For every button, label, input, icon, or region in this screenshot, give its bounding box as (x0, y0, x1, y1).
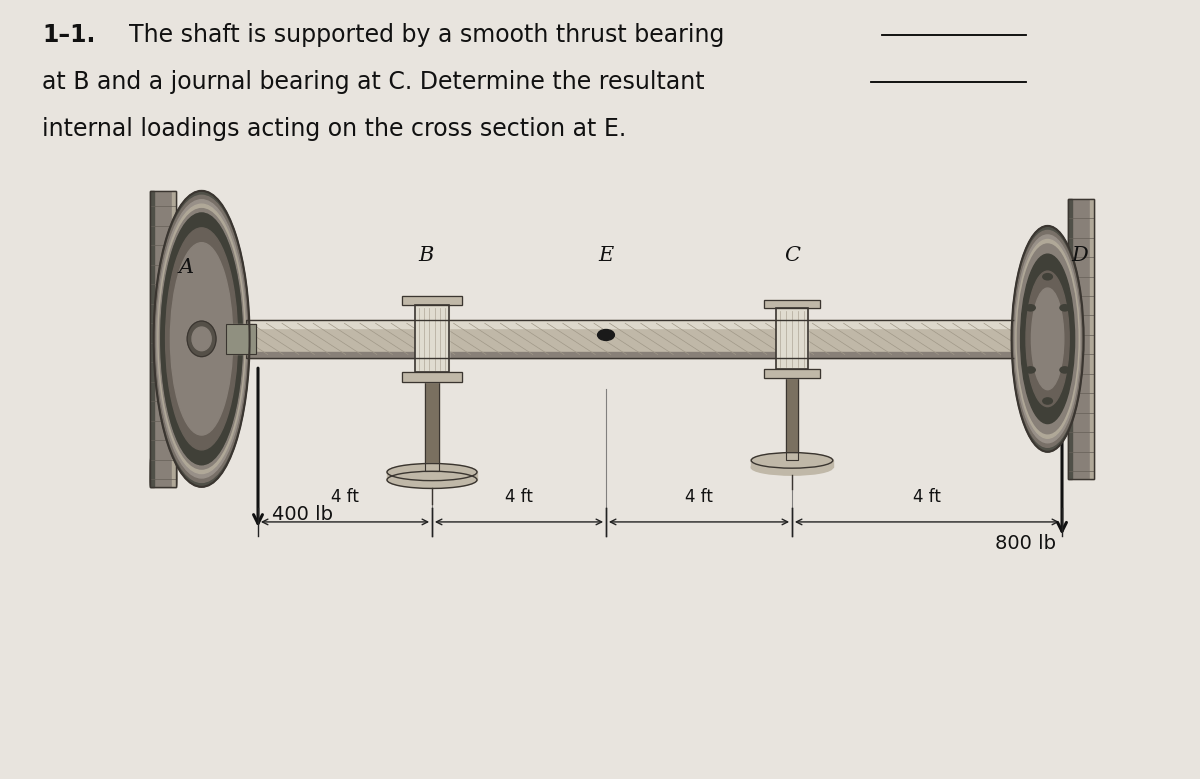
Bar (246, 320, 1074, 358)
Bar (786, 378, 798, 460)
Ellipse shape (192, 327, 211, 351)
Bar (402, 296, 462, 305)
Text: A: A (179, 258, 193, 277)
Bar (150, 463, 176, 478)
Text: B: B (419, 246, 433, 265)
Bar (226, 324, 256, 354)
Ellipse shape (187, 321, 216, 357)
Bar (150, 471, 176, 486)
Bar (150, 468, 176, 483)
Bar (425, 382, 439, 471)
Ellipse shape (1026, 271, 1069, 407)
Ellipse shape (156, 199, 247, 478)
Bar (150, 460, 176, 475)
Ellipse shape (1020, 254, 1075, 424)
Bar (150, 464, 176, 480)
Bar (246, 320, 1074, 328)
Ellipse shape (1012, 226, 1084, 452)
Ellipse shape (1018, 244, 1078, 434)
Bar (246, 352, 1074, 358)
Bar (246, 320, 1074, 358)
Ellipse shape (1016, 239, 1079, 439)
Text: D: D (1072, 246, 1088, 265)
Ellipse shape (158, 204, 245, 474)
Bar (150, 472, 176, 487)
Ellipse shape (154, 191, 250, 487)
Text: 4 ft: 4 ft (331, 488, 359, 506)
Bar (425, 382, 439, 471)
Circle shape (1043, 398, 1052, 404)
Text: at B and a journal bearing at C. Determine the resultant: at B and a journal bearing at C. Determi… (42, 70, 704, 94)
Bar (150, 461, 176, 476)
Bar (150, 467, 176, 481)
Bar (150, 464, 176, 479)
Circle shape (1060, 367, 1069, 373)
Ellipse shape (1013, 231, 1082, 447)
Bar (402, 296, 462, 305)
Bar (776, 308, 808, 369)
Text: 800 lb: 800 lb (995, 534, 1056, 552)
Bar (150, 459, 176, 474)
Bar (751, 460, 833, 467)
Text: C: C (784, 246, 800, 265)
Bar (150, 466, 176, 481)
Text: E: E (599, 246, 613, 265)
Bar (150, 462, 176, 477)
Bar (764, 300, 820, 308)
Bar (150, 191, 176, 487)
Bar (786, 378, 798, 460)
Bar (150, 464, 176, 478)
Ellipse shape (166, 228, 238, 450)
Circle shape (1060, 305, 1069, 311)
Bar (764, 369, 820, 378)
Ellipse shape (386, 471, 478, 488)
Bar (1068, 199, 1072, 479)
Ellipse shape (386, 464, 478, 481)
Text: 4 ft: 4 ft (505, 488, 533, 506)
Bar (776, 308, 808, 369)
Circle shape (1026, 305, 1036, 311)
Text: 4 ft: 4 ft (685, 488, 713, 506)
Circle shape (598, 330, 614, 340)
Bar (415, 305, 449, 372)
Ellipse shape (161, 213, 242, 465)
Bar (402, 372, 462, 382)
Bar (150, 465, 176, 480)
Ellipse shape (160, 209, 244, 469)
Bar (150, 458, 176, 473)
Circle shape (1043, 273, 1052, 280)
Ellipse shape (751, 453, 833, 468)
Bar (402, 372, 462, 382)
Bar (150, 469, 176, 484)
Bar (150, 460, 176, 474)
Text: 400 lb: 400 lb (272, 505, 334, 523)
Bar (150, 467, 176, 482)
Bar (226, 324, 256, 354)
Bar (415, 305, 449, 372)
Bar (764, 369, 820, 378)
Ellipse shape (751, 460, 833, 475)
Bar (150, 191, 154, 487)
Ellipse shape (170, 243, 233, 435)
Bar (1091, 199, 1094, 479)
Text: internal loadings acting on the cross section at E.: internal loadings acting on the cross se… (42, 117, 626, 141)
Text: 4 ft: 4 ft (913, 488, 941, 506)
Text: The shaft is supported by a smooth thrust bearing: The shaft is supported by a smooth thrus… (114, 23, 725, 48)
Bar (764, 300, 820, 308)
Bar (173, 191, 176, 487)
Bar (386, 471, 478, 480)
Bar (150, 470, 176, 485)
Bar (150, 191, 176, 487)
Ellipse shape (161, 213, 242, 465)
Circle shape (1026, 367, 1036, 373)
Bar (150, 471, 176, 485)
Text: 1–1.: 1–1. (42, 23, 95, 48)
Bar (1068, 199, 1094, 479)
Bar (1068, 199, 1094, 479)
Ellipse shape (1014, 235, 1081, 442)
Ellipse shape (155, 196, 248, 482)
Ellipse shape (1031, 288, 1064, 390)
